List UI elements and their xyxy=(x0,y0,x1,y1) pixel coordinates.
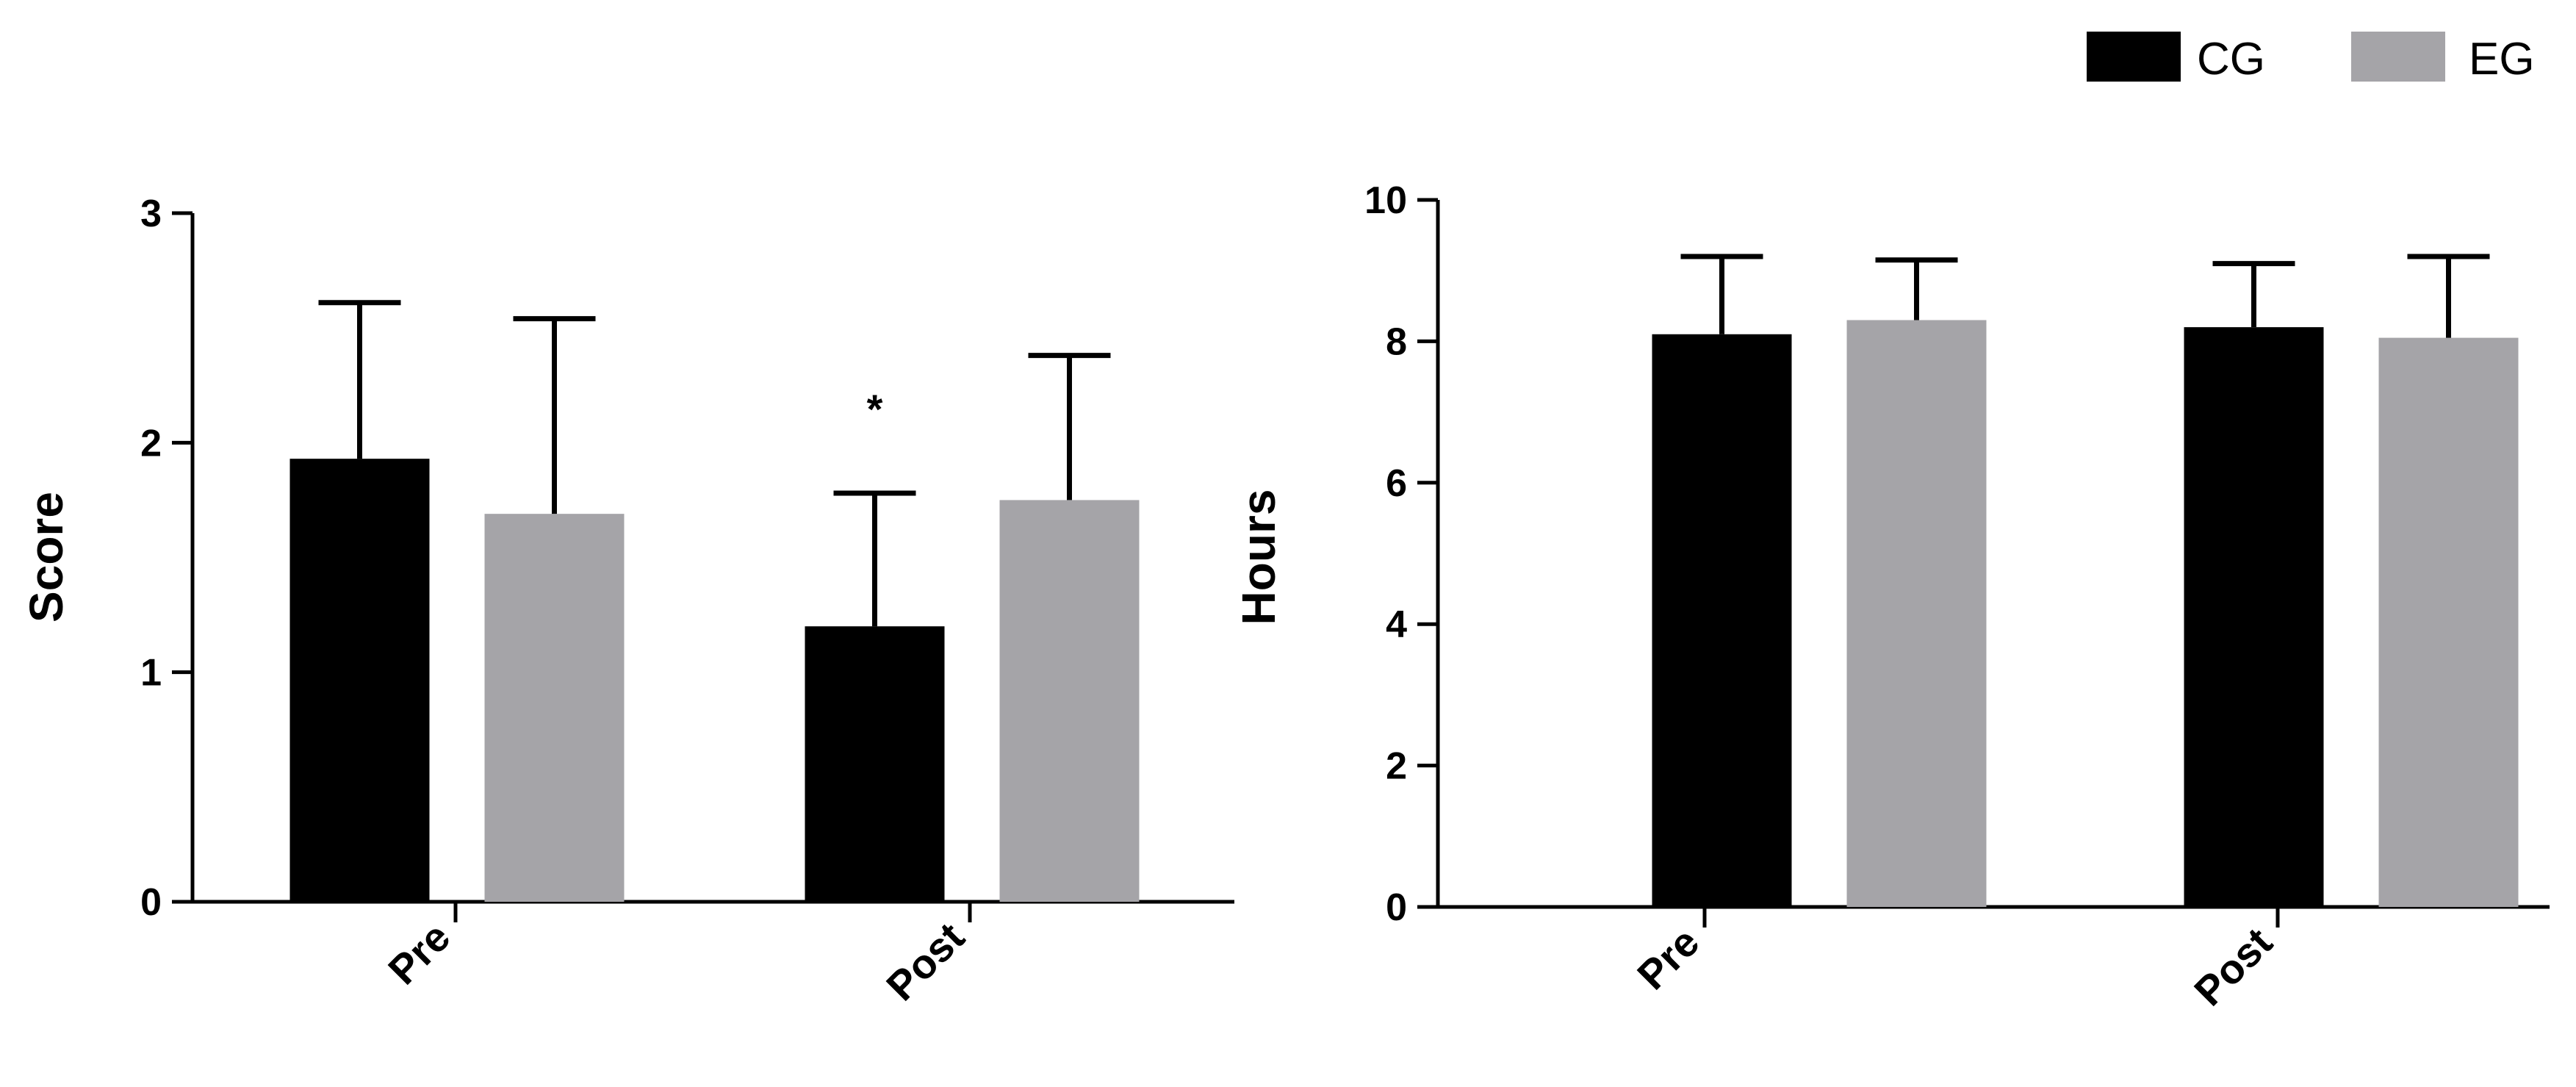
bar-cg-post xyxy=(805,626,945,902)
x-tick-label-post: Post xyxy=(2185,919,2281,1014)
y-tick-label: 0 xyxy=(1386,886,1407,929)
y-tick-label: 2 xyxy=(1386,745,1407,788)
legend-label-eg: EG xyxy=(2469,34,2535,85)
y-axis-title: Hours xyxy=(1232,489,1285,625)
y-tick-label: 1 xyxy=(140,652,162,695)
y-tick-label: 0 xyxy=(140,881,162,924)
y-tick-label: 6 xyxy=(1386,462,1407,505)
bar-eg-post xyxy=(999,500,1140,902)
y-tick-label: 4 xyxy=(1386,603,1407,646)
bar-cg-pre xyxy=(289,459,430,902)
x-tick-label-post: Post xyxy=(877,914,973,1009)
bar-cg-pre xyxy=(1652,334,1792,907)
score-chart: 0 1 2 3 Score Pre * Post xyxy=(20,193,1234,1009)
y-tick-label: 2 xyxy=(140,422,162,464)
bar-eg-post xyxy=(2378,337,2519,908)
x-tick-label-pre: Pre xyxy=(1628,919,1708,998)
y-axis-title: Score xyxy=(20,492,73,623)
bar-cg-post xyxy=(2184,327,2324,907)
legend-swatch-eg xyxy=(2351,32,2445,82)
hours-chart: 0 2 4 6 8 10 Hours Pre Post xyxy=(1232,179,2550,1014)
y-tick-label: 10 xyxy=(1364,179,1407,222)
bar-eg-pre xyxy=(484,514,625,902)
bar-eg-pre xyxy=(1846,320,1987,907)
y-tick-label: 8 xyxy=(1386,320,1407,363)
x-tick-label-pre: Pre xyxy=(379,914,458,993)
legend: CG EG xyxy=(2087,32,2535,85)
legend-swatch-cg xyxy=(2087,32,2181,82)
legend-label-cg: CG xyxy=(2197,34,2265,85)
significance-marker: * xyxy=(867,386,883,432)
y-tick-label: 3 xyxy=(140,193,162,235)
